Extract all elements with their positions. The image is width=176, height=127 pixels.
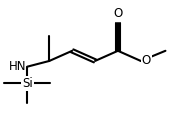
Text: HN: HN	[9, 60, 26, 73]
Text: O: O	[142, 54, 151, 67]
Text: Si: Si	[22, 77, 33, 90]
Text: O: O	[113, 7, 122, 20]
